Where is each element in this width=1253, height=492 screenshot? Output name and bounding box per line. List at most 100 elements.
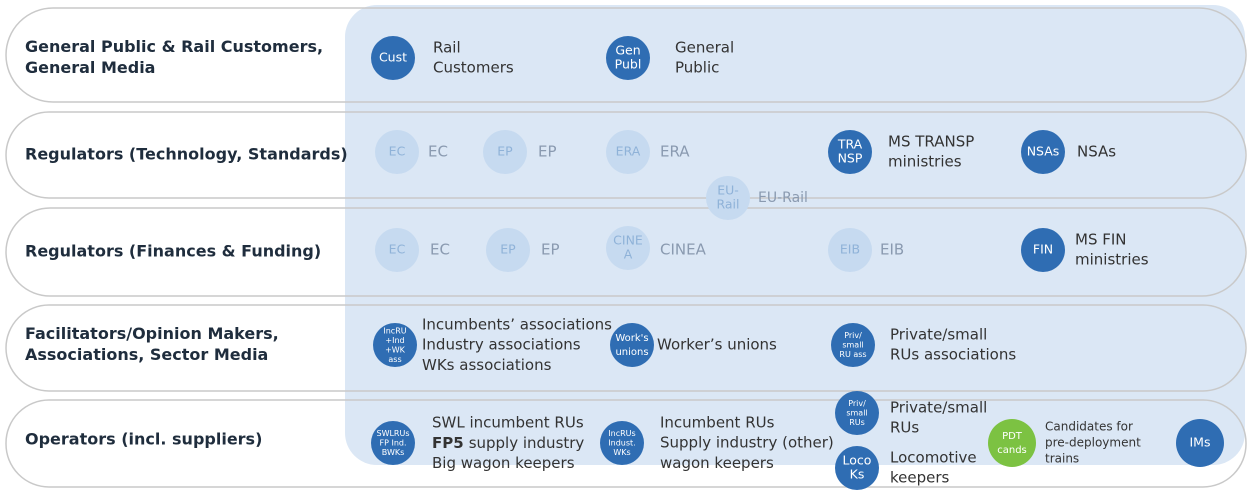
stakeholder: EIB EIB [828, 228, 904, 272]
circle-text: Loco [843, 453, 872, 468]
stakeholder-text: Incumbent RUs [660, 413, 775, 431]
stakeholder-text: Rail [433, 38, 461, 56]
circle-text: Gen [615, 43, 640, 58]
stakeholder-circle [706, 176, 750, 220]
stakeholder-circle [1176, 419, 1224, 467]
circle-text: +Ind [385, 336, 404, 345]
stakeholder-text: General [675, 38, 734, 56]
stakeholder-text: Private/small [890, 398, 987, 416]
circle-text: A [624, 247, 633, 262]
stakeholder-circle [606, 226, 650, 270]
stakeholder-circle [371, 36, 415, 80]
row-outline [5, 111, 1247, 199]
stakeholder: EP EP [483, 130, 557, 174]
stakeholder-circle [375, 130, 419, 174]
circle-text: IncRU [383, 326, 406, 335]
stakeholder-circle [835, 391, 879, 435]
stakeholder: EC EC [375, 228, 450, 272]
circle-text: Work's [615, 333, 648, 344]
stakeholder: Cust Rail Customers [371, 36, 514, 80]
stakeholder-circle [375, 228, 419, 272]
stakeholder-row: Regulators (Technology, Standards) EC EC EP… [25, 130, 1116, 220]
stakeholder-text: wagon keepers [660, 454, 774, 472]
stakeholder-text: CINEA [660, 241, 707, 259]
stakeholder-text: Incumbents’ associations [422, 315, 612, 333]
stakeholder-text: Worker’s unions [657, 336, 777, 354]
circle-text: IMs [1190, 435, 1211, 450]
circle-text: small [842, 341, 863, 350]
stakeholder: ERA ERA [606, 130, 690, 174]
bold-text: FP5 [432, 434, 464, 452]
stakeholder: PDT cands Candidates for pre-deployment trai… [988, 419, 1141, 467]
circle-text: EIB [840, 242, 860, 257]
stakeholder-text: EC [430, 241, 450, 259]
circle-text: ERA [616, 144, 641, 159]
stakeholder: EP EP [486, 228, 560, 272]
stakeholder-text: Candidates for [1045, 419, 1133, 433]
row-outline [5, 7, 1247, 103]
stakeholder-circle [831, 323, 875, 367]
stakeholder-circle [828, 130, 872, 174]
circle-text: Rail [716, 197, 739, 212]
stakeholder-circle [835, 446, 879, 490]
circle-text: FP Ind. [379, 439, 406, 448]
row-label: Regulators (Technology, Standards) [25, 145, 348, 164]
stakeholder-text: pre-deployment [1045, 436, 1141, 450]
stakeholder-text: WKs associations [422, 356, 552, 374]
stakeholder-text: Supply industry (other) [660, 434, 834, 452]
stakeholder-text: SWL incumbent RUs [432, 413, 584, 431]
stakeholder-text: EP [541, 241, 560, 259]
circle-text: ass [388, 355, 401, 364]
circle-text: Indust. [608, 439, 635, 448]
circle-text: CINE [613, 233, 643, 248]
stakeholder-circle [371, 421, 415, 465]
stakeholder-circle [606, 130, 650, 174]
row-label: General Media [25, 58, 155, 77]
stakeholder-text: EP [538, 143, 557, 161]
stakeholder-row: General Public & Rail Customers, General … [25, 36, 734, 80]
stakeholder-circle [828, 228, 872, 272]
stakeholder-text: Customers [433, 59, 514, 77]
stakeholder-text: NSAs [1077, 143, 1116, 161]
stakeholder-text: Big wagon keepers [432, 454, 575, 472]
circle-text: small [846, 409, 867, 418]
circle-text: EU- [717, 183, 739, 198]
circle-text: cands [997, 445, 1027, 456]
stakeholder-text: MS FIN [1075, 230, 1127, 248]
circle-text: Ks [850, 467, 865, 482]
stakeholder-text: RUs [890, 419, 919, 437]
stakeholder-text: keepers [890, 469, 950, 487]
circle-text: RU ass [839, 350, 866, 359]
stakeholder-circle [610, 323, 654, 367]
stakeholder: EU-Rail EU-Rail [706, 176, 808, 220]
stakeholder: Work's unions Worker’s unions [610, 323, 777, 367]
circle-text: Publ [615, 57, 642, 72]
stakeholder-text: RUs associations [890, 346, 1016, 364]
circle-text: NSAs [1027, 144, 1060, 159]
circle-text: unions [615, 347, 648, 358]
stakeholder-text: ministries [1075, 251, 1149, 269]
row-label: Associations, Sector Media [25, 345, 268, 364]
row-label: Facilitators/Opinion Makers, [25, 324, 279, 343]
circle-text: EC [389, 144, 406, 159]
row-label: General Public & Rail Customers, [25, 37, 323, 56]
circle-text: BWKs [382, 448, 405, 457]
stakeholder-text: trains [1045, 452, 1079, 466]
stakeholder-text: EIB [880, 241, 904, 259]
stakeholder-circle [486, 228, 530, 272]
circle-text: WKs [613, 448, 630, 457]
stakeholder: FIN MS FIN ministries [1021, 228, 1149, 272]
stakeholder-text: Public [675, 59, 719, 77]
circle-text: EC [389, 242, 406, 257]
stakeholder-circle [606, 36, 650, 80]
stakeholder-text: ERA [660, 143, 690, 161]
stakeholder: CINEA CINEA [606, 226, 707, 270]
row-outlines [5, 7, 1247, 488]
